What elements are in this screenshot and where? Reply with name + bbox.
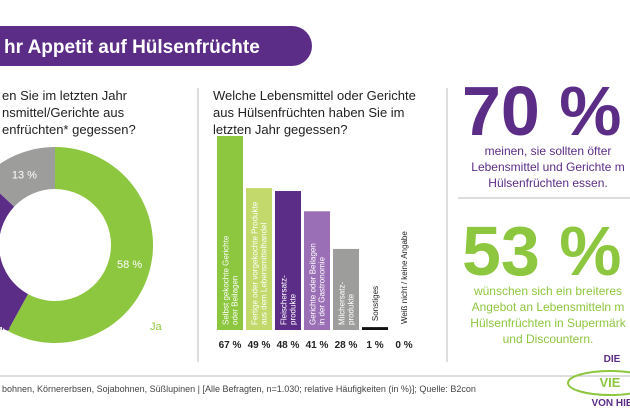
stat-value: 70 %: [462, 72, 622, 150]
stat-value: 53 %: [462, 212, 622, 290]
value-label: 28 %: [335, 340, 358, 351]
footer: bohnen, Körnererbsen, Sojabohnen, Süßlup…: [2, 384, 476, 394]
logo-text: VON HIE: [591, 398, 630, 409]
category-label: in der Gastronomie: [318, 256, 327, 325]
value-label: 0 %: [395, 340, 412, 351]
category-label: produkte: [347, 293, 356, 325]
bar: [275, 191, 301, 330]
stat-text: Hülsenfrüchten in Supermärk: [470, 316, 626, 330]
category-label: produkte: [289, 293, 298, 325]
value-label: 67 %: [219, 340, 242, 351]
chart-title: letzten Jahr gegessen?: [213, 122, 347, 137]
logo-shape: [567, 370, 630, 396]
stat-text: meinen, sie sollten öfter: [485, 144, 612, 158]
stat-text: Lebensmittel und Gerichte m: [471, 160, 624, 174]
category-label: Gerichte oder Beilagen: [309, 243, 318, 325]
category-label: Sonstiges: [371, 286, 380, 321]
chart-title: en Sie im letzten Jahr: [2, 88, 128, 103]
category-label: Selbst gekochte Gerichte: [222, 235, 231, 325]
logo-text: VIE: [600, 375, 621, 390]
bar: [246, 188, 272, 330]
category-label: oder Beilagen: [231, 276, 240, 325]
chart-title: Welche Lebensmittel oder Gerichte: [213, 88, 416, 103]
category-label: Nein: [0, 321, 10, 333]
category-label: Fleischersatz-: [280, 275, 289, 325]
bar: [333, 248, 359, 330]
chart-title: aus Hülsenfrüchten haben Sie im: [213, 105, 405, 120]
value-label: 1 %: [366, 340, 383, 351]
stat-text: wünschen sich ein breiteres: [473, 284, 622, 298]
pie-slice: [7, 147, 153, 343]
logo-text: DIE: [604, 354, 621, 365]
bar: [304, 211, 330, 330]
value-label: 58 %: [117, 259, 142, 271]
value-label: 48 %: [277, 340, 300, 351]
value-label: 41 %: [306, 340, 329, 351]
category-label: Fertige oder vorgekochte Produkte: [251, 201, 260, 325]
value-label: 13 %: [12, 169, 37, 181]
pie-slice: [0, 193, 29, 331]
category-label: aus dem Lebensmittelhandel: [260, 222, 269, 325]
category-label: Ja: [150, 321, 163, 333]
value-label: 49 %: [248, 340, 271, 351]
bar: [362, 327, 388, 330]
stat-text: Angebot an Lebensmitteln m: [472, 300, 625, 314]
category-label: Milchersatz-: [338, 282, 347, 325]
bar: [217, 136, 243, 330]
stat-text: und Discountern.: [503, 332, 594, 346]
chart-title: nsmittel/Gerichte aus: [2, 105, 125, 120]
title: hr Appetit auf Hülsenfrüchte: [4, 37, 260, 58]
stat-text: Hülsenfrüchten essen.: [488, 176, 607, 190]
category-label: Weiß nicht / keine Angabe: [400, 231, 409, 324]
title-banner: [0, 26, 312, 66]
chart-title: enfrüchten* gegessen?: [2, 122, 136, 137]
pie-slice: [0, 147, 55, 207]
